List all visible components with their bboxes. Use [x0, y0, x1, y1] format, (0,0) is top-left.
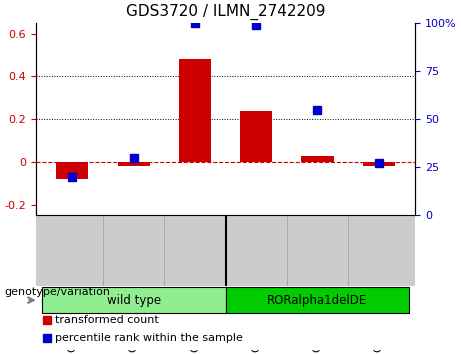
Bar [240, 111, 272, 162]
Text: percentile rank within the sample: percentile rank within the sample [55, 332, 242, 343]
Bar [301, 155, 334, 162]
Bar [363, 162, 395, 166]
Bar [42, 287, 225, 313]
Bar [179, 59, 211, 162]
Title: GDS3720 / ILMN_2742209: GDS3720 / ILMN_2742209 [126, 4, 325, 21]
Text: RORalpha1delDE: RORalpha1delDE [267, 294, 367, 307]
Bar [118, 162, 150, 166]
Text: wild type: wild type [106, 294, 161, 307]
Text: genotype/variation: genotype/variation [5, 287, 111, 297]
Text: transformed count: transformed count [55, 315, 159, 325]
Bar [56, 162, 89, 179]
Bar [225, 287, 409, 313]
